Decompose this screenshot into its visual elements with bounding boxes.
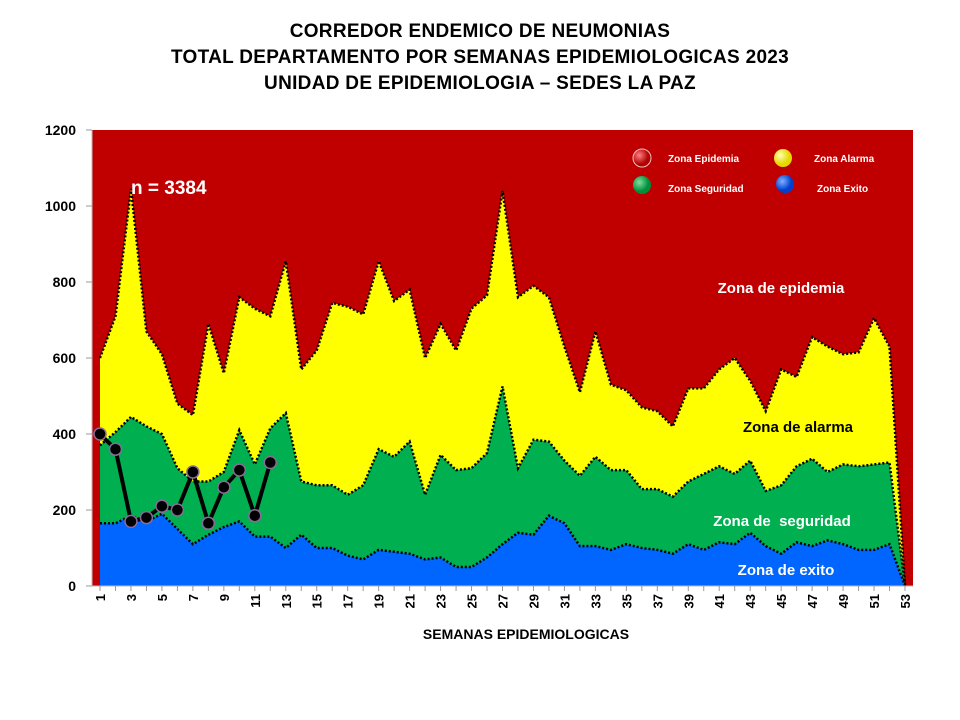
- zone-label-seguridad: Zona de seguridad: [713, 513, 851, 530]
- legend-marker-exito: [776, 175, 794, 193]
- x-tick-label: 43: [743, 594, 758, 608]
- x-tick-label: 47: [805, 594, 820, 608]
- x-tick-label: 1: [93, 594, 108, 601]
- x-tick-label: 39: [681, 594, 696, 608]
- point-casos-2023: [232, 463, 247, 477]
- x-tick-label: 21: [403, 594, 418, 608]
- point-casos-2023: [248, 508, 262, 523]
- zone-label-epidemia: Zona de epidemia: [718, 280, 845, 297]
- x-tick-label: 37: [650, 594, 665, 608]
- x-tick-label: 35: [619, 594, 634, 608]
- point-casos-2023: [124, 514, 138, 529]
- n-annotation: n = 3384: [131, 178, 207, 199]
- zone-label-alarma: Zona de alarma: [743, 419, 854, 436]
- y-tick-label: 0: [68, 578, 76, 594]
- legend-label-epidemia: Zona Epidemia: [668, 154, 740, 165]
- x-tick-label: 25: [465, 594, 480, 608]
- chart-title-line-2: TOTAL DEPARTAMENTO POR SEMANAS EPIDEMIOL…: [170, 47, 790, 68]
- point-casos-2023: [170, 503, 185, 517]
- x-tick-label: 9: [217, 594, 232, 601]
- legend-marker-epidemia: [632, 148, 652, 168]
- zone-label-exito: Zona de exito: [738, 562, 835, 579]
- y-tick-label: 800: [53, 274, 77, 290]
- y-tick-label: 1000: [45, 198, 76, 214]
- x-tick-label: 15: [310, 594, 325, 608]
- area-zona-exito: [100, 513, 905, 586]
- x-tick-label: 53: [898, 594, 913, 608]
- x-tick-label: 3: [124, 594, 139, 601]
- legend-marker-alarma: [774, 149, 792, 167]
- x-tick-label: 49: [836, 594, 851, 608]
- x-tick-label: 7: [186, 594, 201, 601]
- legend-label-seguridad: Zona Seguridad: [668, 184, 744, 195]
- legend-marker-seguridad: [633, 176, 651, 194]
- chart-title-line-3: UNIDAD DE EPIDEMIOLOGIA – SEDES LA PAZ: [264, 73, 696, 94]
- point-casos-2023: [186, 465, 200, 479]
- x-tick-label: 27: [496, 594, 511, 608]
- x-tick-label: 11: [248, 594, 263, 608]
- point-casos-2023: [155, 499, 169, 513]
- area-zona-alarma-border: [98, 188, 907, 587]
- x-tick-label: 45: [774, 594, 789, 608]
- x-tick-label: 5: [155, 594, 170, 601]
- point-casos-2023: [93, 427, 107, 441]
- point-casos-2023: [139, 510, 154, 525]
- chart-title-line-1: CORREDOR ENDEMICO DE NEUMONIAS: [289, 21, 671, 42]
- x-tick-label: 19: [372, 594, 387, 608]
- line-casos-2023: [98, 432, 273, 530]
- y-tick-label: 1200: [45, 122, 76, 138]
- x-tick-label: 29: [526, 594, 541, 608]
- y-tick-label: 600: [53, 350, 77, 366]
- area-zona-seguridad-border: [99, 386, 907, 587]
- legend-label-alarma: Zona Alarma: [814, 154, 875, 165]
- legend-label-exito: Zona Exito: [817, 184, 868, 195]
- legend: Zona Epidemia Zona Alarma Zona Seguridad…: [632, 148, 875, 195]
- point-casos-2023: [201, 516, 216, 531]
- x-axis-label: SEMANAS EPIDEMIOLOGICAS: [423, 626, 629, 642]
- x-tick-label: 51: [867, 594, 882, 608]
- x-tick-label: 31: [557, 594, 572, 608]
- point-casos-2023: [263, 455, 278, 470]
- x-tick-label: 41: [712, 594, 727, 608]
- x-tick-label: 13: [279, 594, 294, 608]
- x-tick-label: 33: [588, 594, 603, 608]
- point-casos-2023: [217, 480, 231, 494]
- area-zona-exito-border: [100, 512, 907, 587]
- point-casos-2023: [108, 442, 123, 456]
- x-tick-label: 17: [341, 594, 356, 608]
- y-tick-label: 400: [53, 426, 77, 442]
- y-tick-label: 200: [53, 502, 77, 518]
- x-tick-label: 23: [434, 594, 449, 608]
